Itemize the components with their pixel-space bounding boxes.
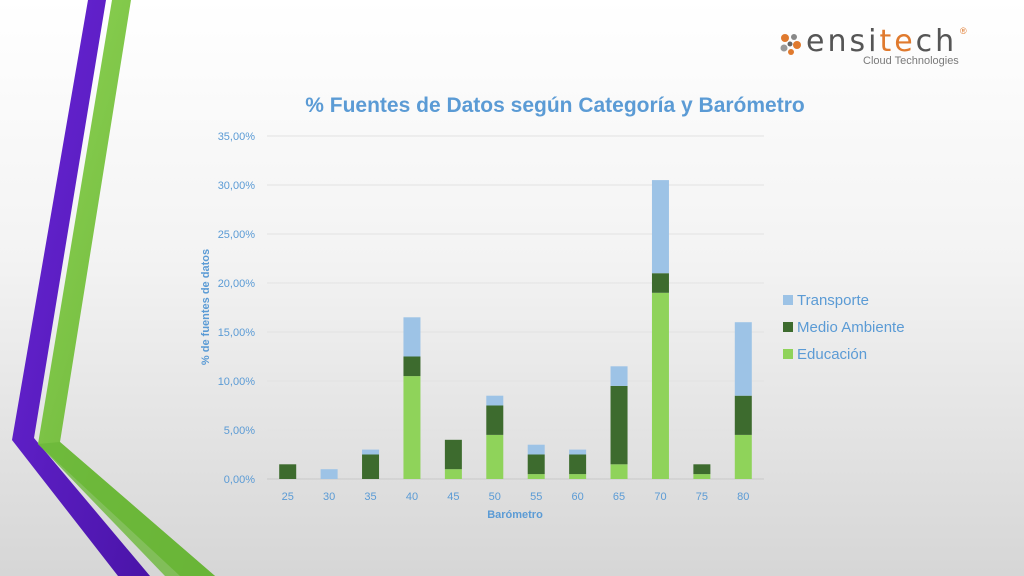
chart-legend: Transporte Medio Ambiente Educación (783, 292, 905, 363)
green-stripe-lower (38, 442, 215, 576)
x-tick-label: 65 (613, 491, 625, 503)
y-axis-ticks: 0,00% 5,00% 10,00% 15,00% 20,00% 25,00% 30,00%… (218, 131, 256, 486)
bar-segment-transporte-80 (734, 322, 752, 396)
bar-segment-educacion-75 (693, 474, 711, 479)
y-tick-label: 10,00% (218, 376, 256, 388)
legend-label: Transporte (797, 292, 869, 309)
green-stripe (38, 0, 215, 576)
bar-segment-medio-ambiente-60 (569, 454, 587, 475)
legend-swatch (783, 322, 793, 332)
x-tick-label: 35 (364, 491, 376, 503)
logo-registered-mark: ® (960, 26, 967, 36)
x-tick-label: 75 (696, 491, 708, 503)
legend-swatch (783, 349, 793, 359)
x-tick-label: 60 (572, 491, 584, 503)
bar-segment-medio-ambiente-65 (610, 385, 628, 465)
x-tick-label: 70 (654, 491, 666, 503)
x-tick-label: 45 (447, 491, 459, 503)
bar-segment-transporte-60 (569, 449, 587, 455)
bar-segment-educacion-55 (527, 474, 545, 479)
y-tick-label: 25,00% (218, 229, 256, 241)
legend-label: Medio Ambiente (797, 319, 905, 336)
legend-label: Educación (797, 346, 867, 363)
chart-title: % Fuentes de Datos según Categoría y Bar… (305, 94, 805, 117)
bar-segment-transporte-30 (320, 469, 338, 479)
logo-tagline: Cloud Technologies (863, 55, 959, 67)
logo-wordmark: ensitech (806, 24, 957, 59)
chart-bars (279, 180, 752, 479)
bar-segment-medio-ambiente-55 (527, 454, 545, 475)
bar-segment-educacion-70 (651, 292, 669, 479)
bar-segment-educacion-80 (734, 434, 752, 479)
logo-word-highlight: te (879, 24, 916, 59)
bar-segment-medio-ambiente-25 (279, 464, 297, 479)
bar-segment-medio-ambiente-40 (403, 356, 421, 377)
bar-segment-transporte-65 (610, 366, 628, 386)
bar-segment-educacion-40 (403, 376, 421, 479)
x-tick-label: 25 (282, 491, 294, 503)
y-tick-label: 35,00% (218, 131, 256, 143)
bar-segment-medio-ambiente-35 (362, 454, 380, 479)
bar-segment-medio-ambiente-80 (734, 395, 752, 435)
logo-mark-icon (780, 34, 801, 55)
y-tick-label: 0,00% (224, 474, 255, 486)
bar-segment-transporte-55 (527, 444, 545, 455)
x-axis-title: Barómetro (487, 509, 543, 521)
x-tick-label: 55 (530, 491, 542, 503)
bar-segment-transporte-35 (362, 449, 380, 455)
bar-segment-educacion-50 (486, 434, 504, 479)
ensitech-logo: ensitech ® Cloud Technologies (778, 24, 978, 72)
bar-segment-educacion-45 (444, 469, 462, 479)
chart-gridlines (267, 135, 764, 480)
y-tick-label: 15,00% (218, 327, 256, 339)
bar-segment-medio-ambiente-45 (444, 439, 462, 470)
x-tick-label: 80 (737, 491, 749, 503)
legend-swatch (783, 295, 793, 305)
y-tick-label: 5,00% (224, 425, 255, 437)
y-axis-title: % de fuentes de datos (200, 249, 212, 365)
logo-word-prefix: ensi (806, 24, 880, 59)
bar-segment-medio-ambiente-75 (693, 464, 711, 475)
x-tick-label: 50 (489, 491, 501, 503)
purple-stripe (12, 0, 150, 576)
bar-segment-educacion-65 (610, 464, 628, 479)
bar-segment-transporte-50 (486, 395, 504, 406)
bar-segment-medio-ambiente-70 (651, 273, 669, 293)
logo-word-suffix: ch (915, 24, 958, 59)
y-tick-label: 30,00% (218, 180, 256, 192)
decorative-stripes (12, 0, 215, 576)
x-axis-ticks: 25 30 35 40 45 50 55 60 65 70 75 80 (282, 491, 750, 503)
x-tick-label: 40 (406, 491, 418, 503)
bar-segment-educacion-60 (569, 474, 587, 479)
bar-segment-transporte-70 (651, 180, 669, 274)
x-tick-label: 30 (323, 491, 335, 503)
bar-segment-transporte-40 (403, 317, 421, 357)
y-tick-label: 20,00% (218, 278, 256, 290)
bar-segment-medio-ambiente-50 (486, 405, 504, 435)
